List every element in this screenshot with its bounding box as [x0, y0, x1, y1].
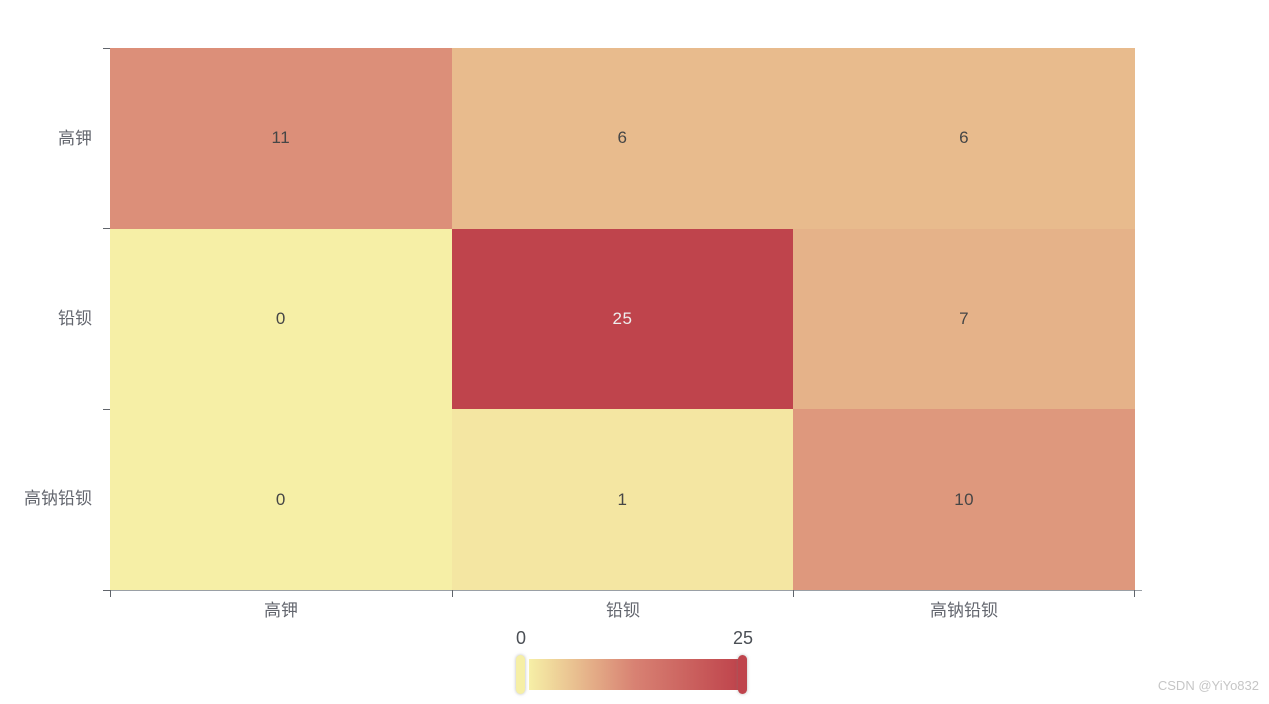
y-axis-tick [103, 48, 110, 49]
y-axis-tick [103, 228, 110, 229]
cell-value: 10 [954, 489, 975, 509]
x-axis-label: 高钾 [264, 601, 298, 620]
cell-value: 7 [959, 308, 970, 328]
heatmap-cell[interactable]: 10 [793, 409, 1135, 590]
y-axis-label: 高钠铅钡 [24, 489, 92, 508]
heatmap-cell[interactable]: 0 [110, 228, 452, 410]
watermark: CSDN @YiYo832 [1157, 678, 1259, 693]
y-axis-label: 高钾 [58, 129, 92, 148]
cell-value: 0 [275, 489, 286, 509]
heatmap-cell[interactable]: 25 [451, 228, 794, 410]
x-axis-tick [452, 590, 453, 597]
heatmap-cell[interactable]: 1 [451, 409, 794, 590]
x-axis-label: 高钠铅钡 [930, 601, 998, 620]
x-axis-tick [793, 590, 794, 597]
y-axis-tick [103, 590, 110, 591]
cell-value: 25 [612, 308, 633, 328]
cell-value: 1 [617, 489, 628, 509]
cell-value: 6 [959, 128, 970, 148]
cell-value: 0 [275, 308, 286, 328]
cell-value: 6 [617, 128, 628, 148]
heatmap-cell[interactable]: 0 [110, 409, 452, 590]
colorbar-gradient-bar[interactable] [529, 659, 739, 690]
x-axis-line [103, 590, 1142, 591]
x-axis-tick [110, 590, 111, 597]
y-axis-label: 铅钡 [58, 309, 92, 328]
x-axis-tick [1134, 590, 1135, 597]
colorbar-slider: 0 25 [516, 626, 753, 698]
colorbar-max-label: 25 [732, 628, 754, 648]
heatmap-cell[interactable]: 6 [451, 48, 794, 229]
colorbar-max-handle[interactable] [738, 655, 747, 694]
heatmap-cell[interactable]: 6 [793, 48, 1135, 229]
heatmap-cell[interactable]: 7 [793, 228, 1135, 410]
y-axis-tick [103, 409, 110, 410]
heatmap-grid: 11 6 6 0 25 7 0 1 10 [110, 48, 1135, 590]
cell-value: 11 [271, 128, 291, 148]
heatmap-cell[interactable]: 11 [110, 48, 452, 229]
colorbar-min-handle[interactable] [516, 655, 525, 694]
x-axis-label: 铅钡 [606, 601, 640, 620]
colorbar-min-label: 0 [515, 628, 526, 648]
